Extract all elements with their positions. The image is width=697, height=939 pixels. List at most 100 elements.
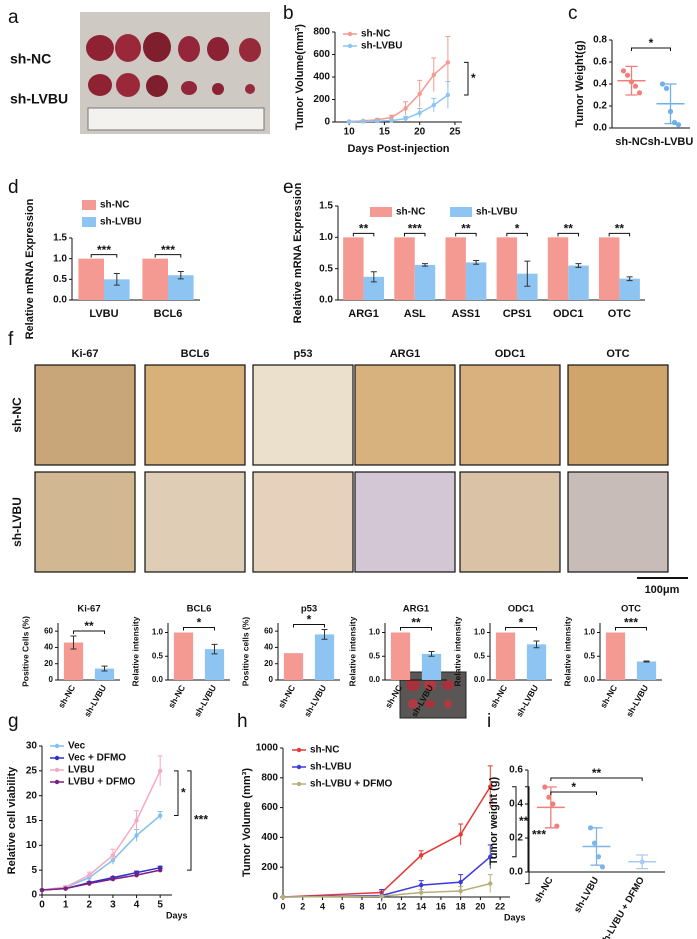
x-tick-label: 15 <box>379 127 391 138</box>
legend-marker <box>54 743 60 749</box>
sig-bracket <box>404 232 426 237</box>
legend-label: sh-LVBU <box>361 41 402 52</box>
sig-bracket <box>506 232 528 237</box>
chart-title: Ki-67 <box>77 604 100 615</box>
y-tick-label: 5 <box>31 865 37 876</box>
y-tick-label: 1.5 <box>53 233 67 244</box>
y-tick-label: 0.8 <box>593 35 607 46</box>
data-point <box>632 83 639 89</box>
data-point <box>110 876 116 882</box>
y-tick-label: 1.5 <box>319 201 333 212</box>
sig-bracket <box>512 786 517 858</box>
ihc-image <box>144 471 246 573</box>
y-tick-label: 60 <box>264 626 273 635</box>
legend-label: sh-LVBU <box>100 217 141 228</box>
x-tick-label: sh-LVBU <box>192 683 218 719</box>
x-tick-label: 4 <box>134 900 140 911</box>
y-tick-label: 0 <box>31 890 37 901</box>
data-point <box>389 118 394 123</box>
data-point <box>659 81 666 87</box>
bar <box>636 661 657 680</box>
stain-title: Ki-67 <box>72 348 99 360</box>
legend-marker <box>296 781 302 787</box>
y-axis-label: Relative cell viability <box>6 766 18 874</box>
sig-bracket <box>615 627 647 631</box>
series-line <box>41 869 161 891</box>
bar <box>598 237 620 300</box>
data-point <box>445 92 451 98</box>
x-axis-label: Days Post-injection <box>347 143 449 155</box>
x-tick-label: 20 <box>414 127 426 138</box>
data-point <box>418 853 424 858</box>
tumor <box>88 74 112 96</box>
y-axis-label: Tumor Volume (mm³) <box>241 768 253 877</box>
x-tick-label: CPS1 <box>503 308 532 320</box>
data-point <box>63 886 68 891</box>
error-bar <box>177 270 184 280</box>
data-point <box>157 867 163 873</box>
error-bar <box>524 260 531 287</box>
panel-letter: f <box>8 329 14 350</box>
bar <box>421 653 442 680</box>
x-tick-label: 8 <box>359 901 364 911</box>
significance: ** <box>615 222 625 236</box>
x-tick-label: sh-LVBU <box>514 683 540 719</box>
stain-title: BCL6 <box>181 348 210 360</box>
y-tick-label: 0.4 <box>509 799 523 810</box>
sd-bar <box>664 83 677 125</box>
x-tick-label: ODC1 <box>553 308 584 320</box>
data-point <box>157 768 163 774</box>
y-tick-label: 25 <box>26 765 38 776</box>
data-point <box>488 784 493 789</box>
tumor <box>86 35 114 61</box>
legend-swatch <box>450 207 472 217</box>
x-tick-label: sh-LVBU <box>82 683 108 719</box>
sig-bracket <box>464 61 469 96</box>
y-tick-label: 0.5 <box>152 651 164 660</box>
y-tick-label: 0 <box>324 117 330 128</box>
x-axis-label: Days <box>166 910 188 920</box>
data-point <box>418 890 424 895</box>
sig-bracket <box>183 627 215 631</box>
x-tick-label: sh-LVBU <box>572 875 601 915</box>
x-tick-label: 10 <box>377 901 387 911</box>
ihc-image <box>354 364 456 466</box>
sig-bracket <box>400 627 432 631</box>
data-point <box>389 115 394 120</box>
y-tick-label: 0.5 <box>584 651 596 660</box>
y-tick-label: 1.0 <box>474 628 486 637</box>
y-tick-label: 30 <box>26 741 38 752</box>
data-point <box>445 60 451 65</box>
sig-bracket <box>90 254 118 258</box>
sig-bracket <box>631 47 671 51</box>
tumor <box>146 75 168 97</box>
x-tick-label: sh-LVBU + DFMO <box>598 875 647 939</box>
y-tick-label: 10 <box>26 840 38 851</box>
data-point <box>458 879 463 885</box>
x-tick-label: sh-NC <box>532 875 556 905</box>
y-tick-label: 200 <box>261 862 278 873</box>
y-axis-label: Tumor Volume(mm³) <box>294 24 306 130</box>
scale-bar-label: 100μm <box>645 584 680 596</box>
legend-swatch <box>82 217 96 227</box>
y-tick-label: 0.5 <box>53 274 67 285</box>
bar <box>104 279 130 300</box>
y-axis-label: Relative mRNA Expression <box>292 182 304 323</box>
significance: *** <box>97 243 111 257</box>
significance: * <box>181 785 186 799</box>
x-tick-label: 12 <box>396 901 406 911</box>
x-tick-label: 3 <box>110 900 116 911</box>
legend-label: Vec <box>68 741 86 752</box>
y-tick-label: 1.0 <box>369 628 381 637</box>
y-tick-label: 200 <box>313 94 330 105</box>
x-tick-label: sh-LVBU <box>624 683 650 719</box>
y-tick-label: 20 <box>26 790 38 801</box>
legend-label: sh-NC <box>361 29 390 40</box>
tumor-photo <box>80 12 270 134</box>
tumor <box>444 700 452 708</box>
legend-label: Vec + DFMO <box>68 753 126 764</box>
data-point <box>346 119 352 124</box>
sig-bracket <box>187 770 192 871</box>
data-point <box>87 881 92 886</box>
sd-bar <box>625 65 638 96</box>
